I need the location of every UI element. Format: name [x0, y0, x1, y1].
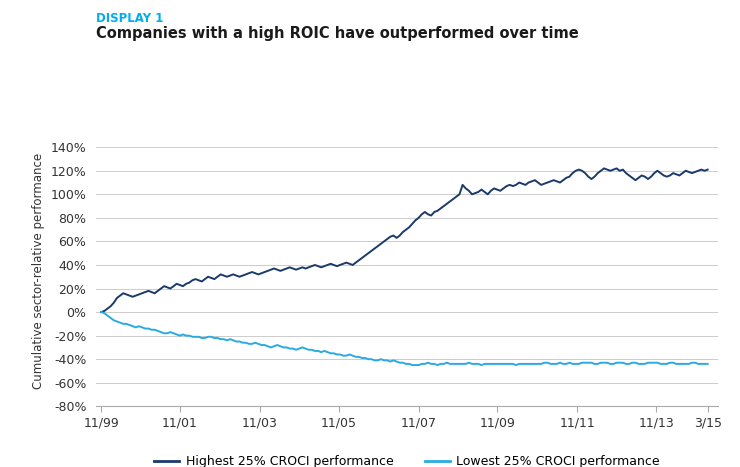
Y-axis label: Cumulative sector-relative performance: Cumulative sector-relative performance — [32, 153, 45, 389]
Text: Companies with a high ROIC have outperformed over time: Companies with a high ROIC have outperfo… — [96, 26, 579, 41]
Text: DISPLAY 1: DISPLAY 1 — [96, 12, 164, 25]
Legend: Highest 25% CROCI performance, Lowest 25% CROCI performance: Highest 25% CROCI performance, Lowest 25… — [149, 451, 665, 467]
